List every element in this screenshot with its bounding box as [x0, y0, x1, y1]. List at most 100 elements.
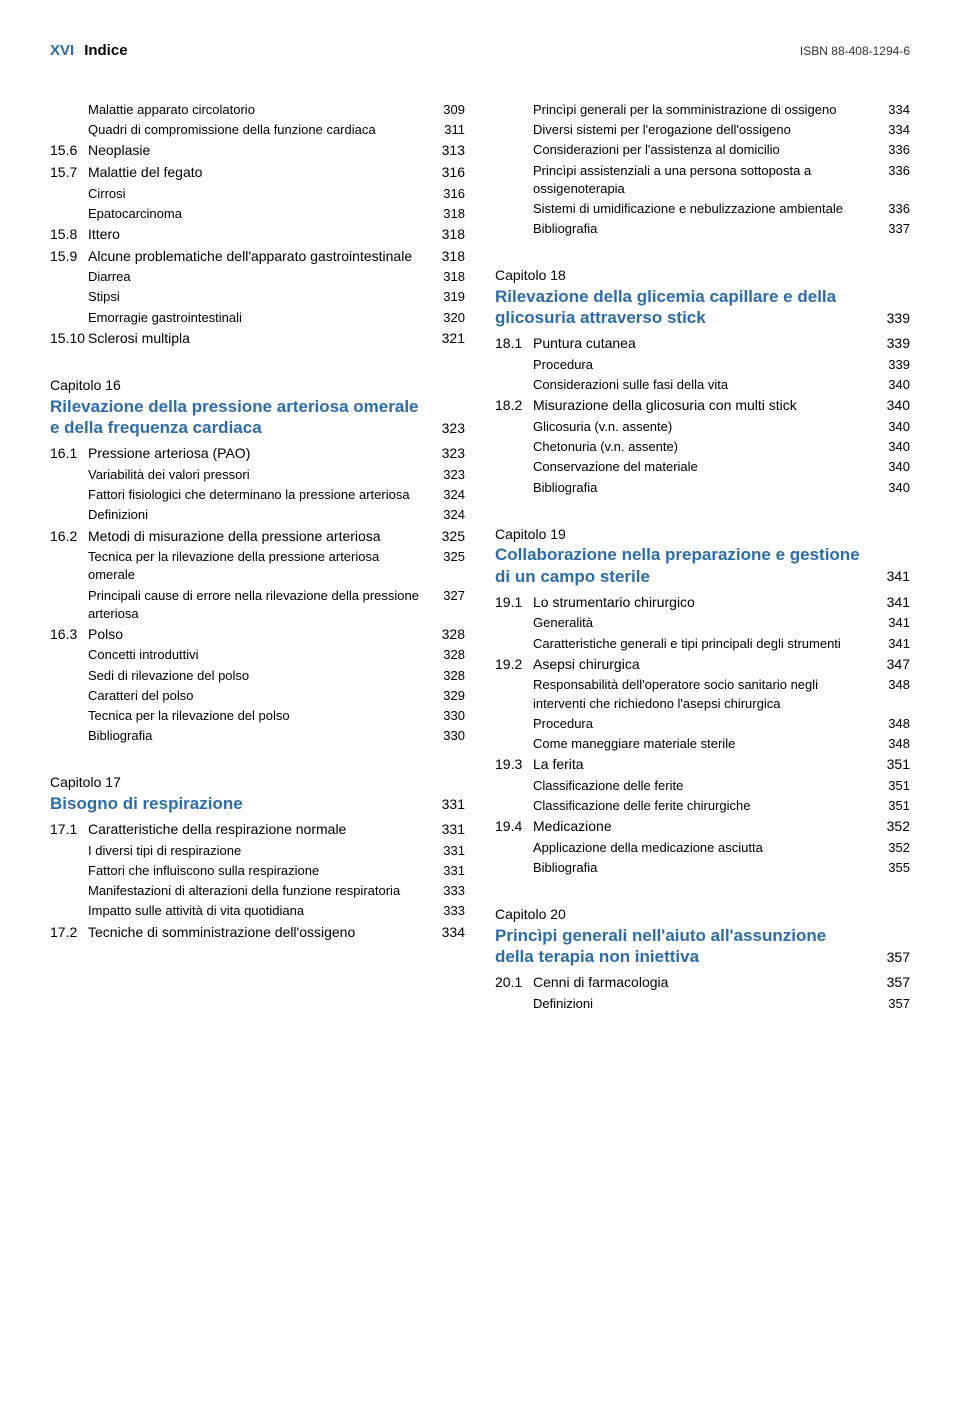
chapter-title: Princìpi generali nell'aiuto all'assunzi… — [495, 925, 874, 968]
section-number: 18.2 — [495, 396, 533, 416]
toc-row: Fattori che influiscono sulla respirazio… — [50, 862, 465, 880]
toc-page: 341 — [874, 593, 910, 613]
toc-label: Stipsi — [50, 288, 429, 306]
chapter-prefix: Capitolo 16 — [50, 376, 465, 396]
section-number: 15.9 — [50, 247, 88, 267]
toc-label: Procedura — [495, 715, 874, 733]
toc-page: 318 — [429, 247, 465, 267]
toc-page: 340 — [874, 418, 910, 436]
toc-label: Variabilità dei valori pressori — [50, 466, 429, 484]
toc-row: Sedi di rilevazione del polso328 — [50, 667, 465, 685]
toc-page: 328 — [429, 625, 465, 645]
toc-label: Concetti introduttivi — [50, 646, 429, 664]
toc-row: Bibliografia340 — [495, 479, 910, 497]
section-number: 15.6 — [50, 141, 88, 161]
toc-page: 352 — [874, 839, 910, 857]
toc-row: Cirrosi316 — [50, 185, 465, 203]
toc-page: 316 — [429, 163, 465, 183]
toc-row: Impatto sulle attività di vita quotidian… — [50, 902, 465, 920]
toc-row: Bibliografia330 — [50, 727, 465, 745]
toc-row: Considerazioni per l'assistenza al domic… — [495, 141, 910, 159]
toc-label: Pressione arteriosa (PAO) — [88, 444, 429, 464]
toc-label: Bibliografia — [495, 859, 874, 877]
toc-label: Sistemi di umidificazione e nebulizzazio… — [495, 200, 874, 218]
toc-label: Procedura — [495, 356, 874, 374]
toc-page: 328 — [429, 667, 465, 685]
toc-label: Metodi di misurazione della pressione ar… — [88, 527, 429, 547]
toc-page: 337 — [874, 220, 910, 238]
toc-label: Definizioni — [495, 995, 874, 1013]
toc-page: 321 — [429, 329, 465, 349]
toc-row: Responsabilità dell'operatore socio sani… — [495, 676, 910, 712]
toc-row: Tecnica per la rilevazione del polso330 — [50, 707, 465, 725]
toc-row: Emorragie gastrointestinali320 — [50, 309, 465, 327]
toc-label: Come maneggiare materiale sterile — [495, 735, 874, 753]
toc-row: Manifestazioni di alterazioni della funz… — [50, 882, 465, 900]
toc-label: Caratteri del polso — [50, 687, 429, 705]
toc-label: Impatto sulle attività di vita quotidian… — [50, 902, 429, 920]
toc-page: 311 — [429, 121, 465, 139]
chapter-prefix: Capitolo 18 — [495, 266, 910, 286]
toc-page: 348 — [874, 676, 910, 694]
toc-label: Cirrosi — [50, 185, 429, 203]
chapter-title: Bisogno di respirazione — [50, 793, 429, 814]
section-number: 15.7 — [50, 163, 88, 183]
toc-page: 341 — [874, 635, 910, 653]
toc-row: 15.9Alcune problematiche dell'apparato g… — [50, 247, 465, 267]
toc-page: 334 — [429, 923, 465, 943]
toc-label: Quadri di compromissione della funzione … — [50, 121, 429, 139]
toc-row: Principali cause di errore nella rilevaz… — [50, 587, 465, 623]
toc-label: Manifestazioni di alterazioni della funz… — [50, 882, 429, 900]
toc-row: Malattie apparato circolatorio309 — [50, 101, 465, 119]
toc-row: Tecnica per la rilevazione della pressio… — [50, 548, 465, 584]
chapter-page: 339 — [874, 309, 910, 329]
toc-page: 323 — [429, 444, 465, 464]
section-number: 17.1 — [50, 820, 88, 840]
toc-row: Bibliografia337 — [495, 220, 910, 238]
toc-label: Polso — [88, 625, 429, 645]
toc-label: Applicazione della medicazione asciutta — [495, 839, 874, 857]
toc-row: Procedura348 — [495, 715, 910, 733]
toc-page: 351 — [874, 755, 910, 775]
toc-page: 351 — [874, 797, 910, 815]
section-number: 18.1 — [495, 334, 533, 354]
toc-label: Misurazione della glicosuria con multi s… — [533, 396, 874, 416]
toc-label: Considerazioni sulle fasi della vita — [495, 376, 874, 394]
toc-page: 352 — [874, 817, 910, 837]
toc-row: 15.7Malattie del fegato316 — [50, 163, 465, 183]
toc-page: 340 — [874, 396, 910, 416]
toc-page: 327 — [429, 587, 465, 605]
toc-row: Come maneggiare materiale sterile348 — [495, 735, 910, 753]
toc-row: Sistemi di umidificazione e nebulizzazio… — [495, 200, 910, 218]
toc-page: 325 — [429, 527, 465, 547]
left-column: Malattie apparato circolatorio309 Quadri … — [50, 101, 465, 1015]
toc-label: Princìpi assistenziali a una persona sot… — [495, 162, 874, 198]
toc-page: 318 — [429, 225, 465, 245]
toc-label: Epatocarcinoma — [50, 205, 429, 223]
toc-row: 17.2Tecniche di somministrazione dell'os… — [50, 923, 465, 943]
toc-label: Considerazioni per l'assistenza al domic… — [495, 141, 874, 159]
toc-row: Applicazione della medicazione asciutta3… — [495, 839, 910, 857]
chapter-title-row: Rilevazione della glicemia capillare e d… — [495, 286, 910, 329]
toc-label: Malattie del fegato — [88, 163, 429, 183]
toc-page: 341 — [874, 614, 910, 632]
toc-label: Puntura cutanea — [533, 334, 874, 354]
toc-row: Classificazione delle ferite351 — [495, 777, 910, 795]
toc-row: Princìpi generali per la somministrazion… — [495, 101, 910, 119]
toc-row: Diversi sistemi per l'erogazione dell'os… — [495, 121, 910, 139]
toc-label: Diversi sistemi per l'erogazione dell'os… — [495, 121, 874, 139]
toc-page: 351 — [874, 777, 910, 795]
toc-row: Diarrea318 — [50, 268, 465, 286]
toc-page: 340 — [874, 479, 910, 497]
section-number: 19.4 — [495, 817, 533, 837]
toc-page: 340 — [874, 438, 910, 456]
chapter-page: 357 — [874, 948, 910, 968]
toc-page: 331 — [429, 842, 465, 860]
toc-page: 318 — [429, 268, 465, 286]
toc-label: Tecniche di somministrazione dell'ossige… — [88, 923, 429, 943]
toc-page: 324 — [429, 486, 465, 504]
toc-page: 331 — [429, 862, 465, 880]
toc-page: 339 — [874, 356, 910, 374]
toc-page: 318 — [429, 205, 465, 223]
section-number: 16.3 — [50, 625, 88, 645]
